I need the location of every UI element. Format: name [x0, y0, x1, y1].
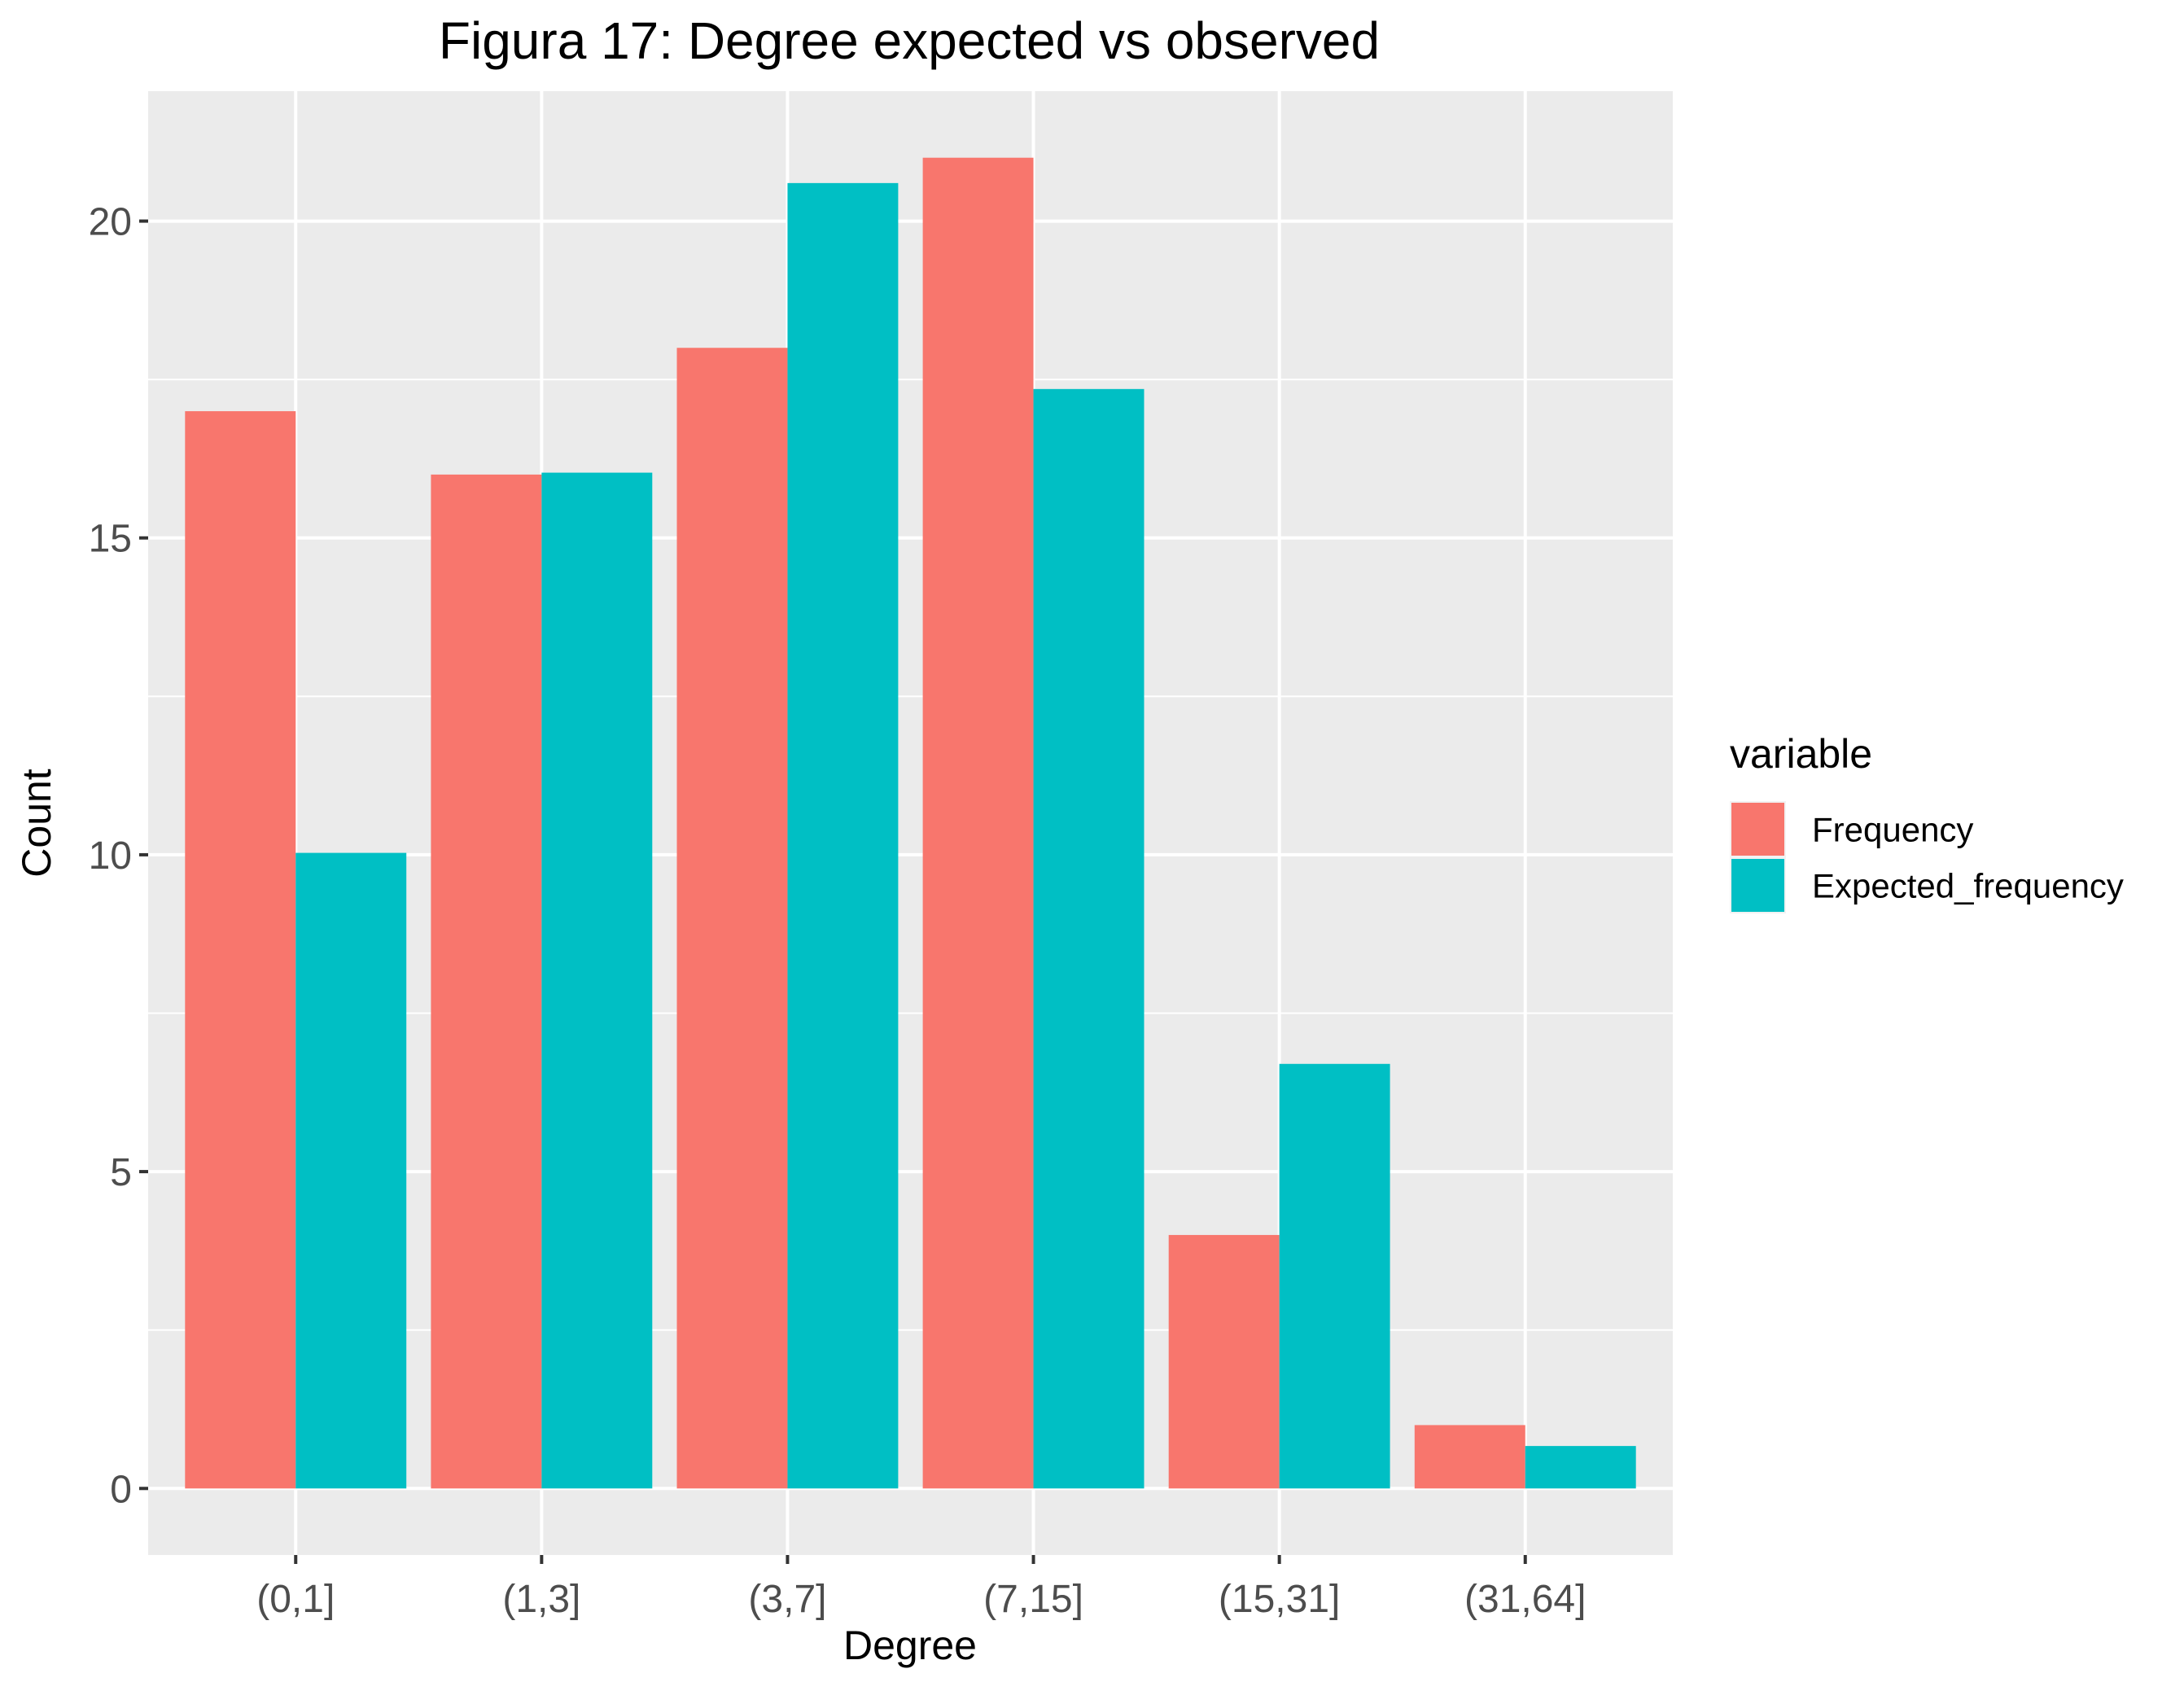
x-tick-label: (1,3]: [502, 1578, 580, 1621]
x-tick-label: (15,31]: [1219, 1578, 1340, 1621]
y-tick-label: 0: [110, 1468, 132, 1511]
y-axis: 0 5 10 15 20: [89, 201, 148, 1511]
bar-frequency: [1168, 1234, 1280, 1489]
legend-title: variable: [1730, 731, 1872, 777]
y-tick-label: 20: [89, 201, 132, 244]
x-tick-label: (31,64]: [1464, 1578, 1586, 1621]
bar-expected-frequency: [1033, 388, 1145, 1489]
y-axis-title: Count: [14, 769, 59, 878]
bar-expected-frequency: [541, 472, 653, 1489]
legend-key: [1731, 859, 1784, 912]
legend-label: Frequency: [1812, 811, 1973, 849]
y-tick-label: 15: [89, 518, 132, 561]
bar-frequency: [185, 411, 296, 1489]
bar-expected-frequency: [787, 182, 899, 1489]
bar-frequency: [431, 474, 542, 1489]
bar-frequency: [1414, 1425, 1525, 1489]
x-tick-label: (0,1]: [256, 1578, 335, 1621]
legend: variable Frequency Expected_frequency: [1730, 731, 2124, 913]
x-axis-title: Degree: [843, 1623, 977, 1668]
y-tick-label: 10: [89, 834, 132, 878]
chart-title: Figura 17: Degree expected vs observed: [439, 11, 1380, 70]
bars: [185, 157, 1636, 1489]
bar-frequency: [922, 157, 1034, 1489]
bar-expected-frequency: [1525, 1446, 1636, 1489]
x-axis: (0,1] (1,3] (3,7] (7,15] (15,31] (31,64]: [256, 1555, 1586, 1621]
legend-key: [1731, 803, 1784, 856]
y-tick-label: 5: [110, 1151, 132, 1194]
x-tick-label: (7,15]: [983, 1578, 1083, 1621]
bar-expected-frequency: [295, 852, 407, 1489]
x-tick-label: (3,7]: [748, 1578, 826, 1621]
bar-frequency: [676, 348, 788, 1489]
legend-label: Expected_frequency: [1812, 867, 2124, 905]
bar-expected-frequency: [1279, 1063, 1390, 1489]
